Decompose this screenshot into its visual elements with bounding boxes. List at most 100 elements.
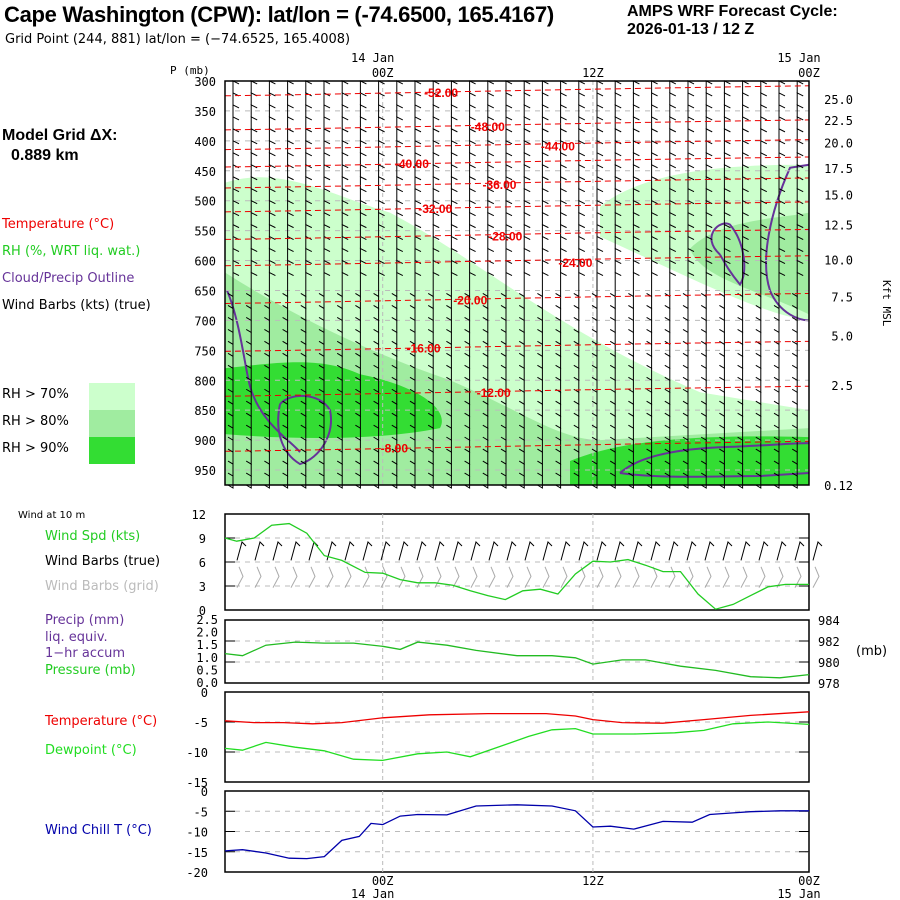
wind-barb (432, 235, 440, 249)
legend-rh90-label: RH > 90% (2, 441, 69, 456)
wind-barb (596, 271, 604, 285)
wind-barb (541, 128, 549, 141)
wind-barb (596, 541, 607, 561)
wind-barb (560, 175, 567, 189)
wind-barb (323, 92, 331, 105)
pressure-tick-label: 978 (818, 677, 840, 691)
temperature-tick-label: 0 (201, 686, 208, 700)
wind-barb (760, 271, 768, 285)
temperature-tick-label: -10 (186, 746, 208, 760)
top-time-label: 00Z (798, 66, 820, 80)
wind-barb (469, 211, 476, 225)
temperature-contour-label: -8.00 (381, 441, 409, 455)
wind-barb (523, 235, 531, 249)
wind-barb (505, 271, 513, 285)
wind-barb (232, 187, 240, 201)
wind-barb (378, 211, 385, 225)
wind-barb (469, 271, 476, 285)
wind-barb (705, 128, 713, 141)
wind-barb (632, 211, 640, 225)
wind-barb (378, 271, 385, 285)
wind-barb (791, 476, 798, 489)
wind-barb (432, 151, 440, 165)
wind-barb (541, 259, 549, 273)
wind-barb (245, 476, 252, 489)
height-tick-label: 15.0 (824, 189, 853, 203)
wind-barb (396, 187, 404, 201)
wind-barb-grid (452, 566, 460, 588)
temperature-tick-label: -15 (186, 776, 208, 790)
wind-barb (723, 116, 731, 129)
wind-tick-label: 6 (199, 556, 206, 570)
wind-barb (300, 476, 307, 489)
height-tick-label: 0.12 (824, 479, 853, 493)
wind-barb (705, 271, 713, 285)
wind-barb (778, 140, 786, 153)
wind-barb (705, 235, 713, 249)
height-tick-label: 20.0 (824, 137, 853, 151)
wind-barb (737, 476, 744, 489)
wind-barb (469, 223, 476, 237)
wind-barb (760, 104, 768, 117)
wind-barb (705, 151, 713, 165)
wind-barb (560, 223, 567, 237)
wind-barb (687, 259, 695, 273)
wind-barb (796, 92, 804, 105)
wind-barb (687, 140, 695, 153)
wind-barb (760, 211, 768, 225)
wind-barb (500, 476, 507, 489)
wind-barb (341, 104, 349, 117)
wind-barb (487, 128, 495, 141)
wind-barb (232, 211, 240, 225)
wind-barb-grid (614, 566, 622, 588)
wind-barb (432, 104, 440, 117)
wind-barb (541, 175, 549, 189)
wind-barb (742, 247, 749, 261)
legend-rh80-swatch (89, 410, 135, 437)
wind-barb-grid (542, 566, 550, 588)
wind-barb (250, 140, 258, 153)
wind-barb (450, 211, 458, 225)
wind-barb (723, 223, 731, 237)
height-tick-label: 2.5 (831, 379, 853, 393)
wind-barb (541, 187, 549, 201)
wind-barb (450, 259, 458, 273)
legend-precip: Precip (mm) (45, 613, 125, 628)
wind-barb (450, 104, 458, 117)
wind-barb (614, 259, 622, 273)
wind-barb (651, 187, 658, 201)
wind-barb (450, 163, 458, 177)
wind-barb (344, 541, 355, 561)
wind-barb (542, 541, 553, 561)
temperature-contour-label: -12.00 (477, 386, 511, 400)
wind-barb (541, 247, 549, 261)
wind-barb (305, 247, 313, 261)
wind-barb (687, 92, 695, 105)
wind-barb (632, 163, 640, 177)
wind-barb (268, 199, 276, 213)
wind-barb-grid (596, 566, 604, 588)
wind-barb (450, 175, 458, 189)
temperature-contour (224, 440, 810, 452)
top-date-label: 14 Jan (351, 51, 394, 65)
wind-barb (432, 187, 440, 201)
grid-point-subtitle: Grid Point (244, 881) lat/lon = (−74.652… (5, 32, 351, 47)
wind-barb (523, 199, 531, 213)
legend-pressure: Pressure (mb) (45, 663, 136, 678)
wind-barb (682, 476, 689, 489)
wind-barb (362, 541, 373, 561)
wind-barb (250, 104, 258, 117)
wind-barb (578, 128, 586, 141)
wind-barb (669, 140, 677, 153)
wind-barb (336, 476, 343, 489)
wind-barb (669, 235, 677, 249)
wind-barb (742, 92, 749, 105)
pressure-unit-label: (mb) (856, 644, 888, 659)
wind-barb (614, 235, 622, 249)
wind-barb (268, 235, 276, 249)
wind-barb (487, 151, 495, 165)
pressure-axis-title: P (mb) (170, 64, 210, 77)
wind-barb (523, 175, 531, 189)
wind-barb (742, 163, 749, 177)
